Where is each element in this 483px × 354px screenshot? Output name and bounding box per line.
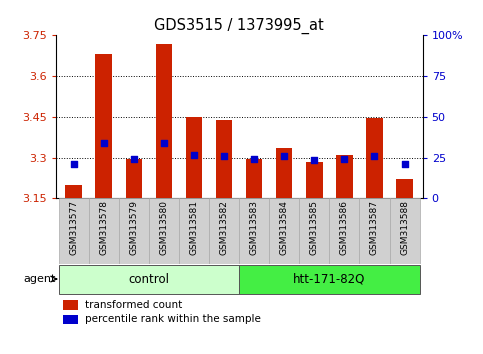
Text: GSM313579: GSM313579 [129,200,138,255]
Bar [246,159,262,198]
Bar [58,198,89,264]
Text: GSM313585: GSM313585 [310,200,319,255]
Point [341,156,348,162]
Point [220,153,228,159]
Point [100,140,108,145]
Bar [63,300,78,310]
Text: agent: agent [24,274,56,284]
Text: GSM313586: GSM313586 [340,200,349,255]
Text: GSM313587: GSM313587 [370,200,379,255]
Bar [329,198,359,264]
Bar [209,198,239,264]
Bar [149,198,179,264]
Text: htt-171-82Q: htt-171-82Q [293,273,366,286]
Point [250,156,258,162]
Bar [185,117,202,198]
Point [190,152,198,158]
Text: GSM313588: GSM313588 [400,200,409,255]
Text: GSM313583: GSM313583 [250,200,258,255]
Bar [96,55,112,198]
Bar [126,159,142,198]
Text: transformed count: transformed count [85,300,182,310]
Bar [389,198,420,264]
Bar [359,198,389,264]
Bar [276,148,293,198]
Bar [216,120,232,198]
Bar [239,198,269,264]
Bar [179,198,209,264]
Point [311,158,318,163]
Point [280,153,288,159]
Bar [119,198,149,264]
Bar [65,185,82,198]
Text: GSM313580: GSM313580 [159,200,169,255]
Bar [396,179,413,198]
Text: GSM313577: GSM313577 [69,200,78,255]
Bar [58,266,239,294]
Bar [239,266,420,294]
Point [70,161,77,167]
Bar [306,161,323,198]
Text: GSM313578: GSM313578 [99,200,108,255]
Text: GSM313581: GSM313581 [189,200,199,255]
Text: percentile rank within the sample: percentile rank within the sample [85,314,261,325]
Point [130,156,138,162]
Text: GSM313584: GSM313584 [280,200,289,255]
Bar [156,44,172,198]
Title: GDS3515 / 1373995_at: GDS3515 / 1373995_at [154,18,324,34]
Point [370,153,378,159]
Bar [336,155,353,198]
Point [401,161,409,167]
Text: GSM313582: GSM313582 [220,200,228,255]
Bar [366,118,383,198]
Bar [89,198,119,264]
Bar [63,315,78,324]
Bar [299,198,329,264]
Bar [269,198,299,264]
Text: control: control [128,273,170,286]
Point [160,140,168,145]
